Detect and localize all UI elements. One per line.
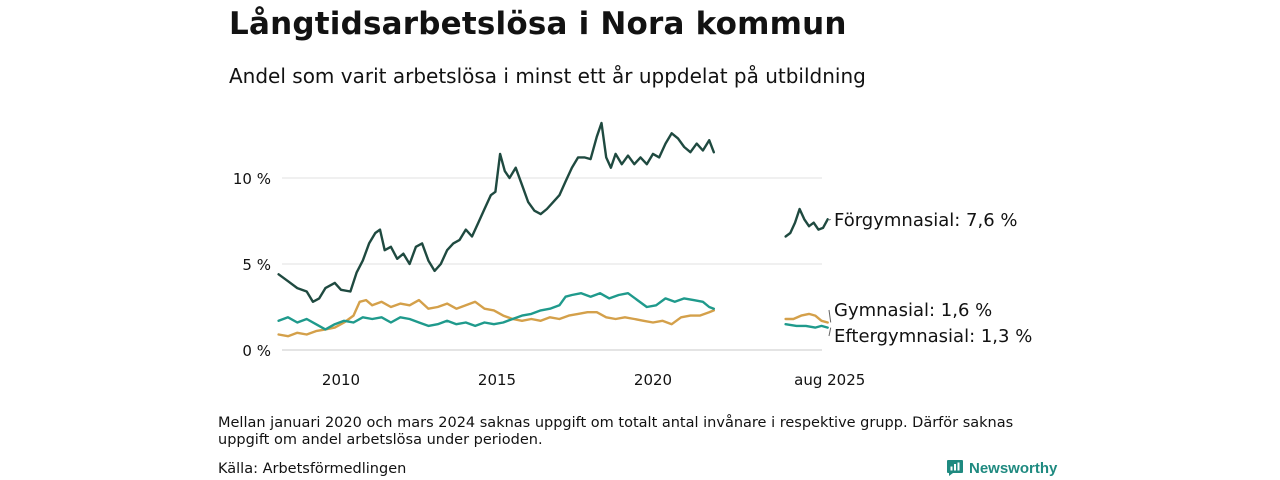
- brand-logo: Newsworthy: [946, 459, 1057, 477]
- y-tick-label: 5 %: [242, 256, 271, 274]
- label-connector: [828, 309, 832, 323]
- chart-title: Långtidsarbetslösa i Nora kommun: [229, 6, 847, 42]
- x-tick-label: 2015: [478, 371, 516, 389]
- x-tick-label: 2010: [322, 371, 360, 389]
- series-line-gymnasial: [277, 298, 715, 338]
- source-text: Källa: Arbetsförmedlingen: [218, 461, 407, 477]
- y-axis-labels: 0 % 5 % 10 %: [233, 170, 271, 360]
- footnote: Mellan januari 2020 och mars 2024 saknas…: [218, 415, 1014, 448]
- label-connector: [828, 218, 831, 221]
- series-line-förgymnasial: [784, 207, 829, 238]
- y-tick-label: 0 %: [242, 342, 271, 360]
- series-end-label: Förgymnasial: 7,6 %: [834, 210, 1018, 231]
- chart-subtitle: Andel som varit arbetslösa i minst ett å…: [229, 64, 866, 88]
- brand-name: Newsworthy: [969, 459, 1058, 477]
- grid-lines: [282, 177, 822, 351]
- series-end-label: Eftergymnasial: 1,3 %: [834, 326, 1032, 347]
- x-end-label: aug 2025: [794, 371, 865, 389]
- series-end-label: Gymnasial: 1,6 %: [834, 300, 992, 321]
- newsworthy-logo-icon: [947, 460, 963, 476]
- x-axis-labels: 2010 2015 2020 aug 2025: [322, 371, 865, 389]
- y-tick-label: 10 %: [233, 170, 271, 188]
- series-lines: [277, 121, 829, 338]
- label-connector: [828, 327, 832, 337]
- line-chart: 0 % 5 % 10 % 2010 2015 2020 aug 2025 Förgymna…: [233, 121, 1032, 389]
- series-line-förgymnasial: [277, 121, 715, 303]
- series-line-gymnasial: [784, 312, 829, 324]
- series-line-eftergymnasial: [277, 292, 715, 331]
- series-end-labels: Förgymnasial: 7,6 % Gymnasial: 1,6 % Efter…: [828, 210, 1032, 347]
- x-tick-label: 2020: [634, 371, 672, 389]
- series-line-eftergymnasial: [784, 323, 829, 329]
